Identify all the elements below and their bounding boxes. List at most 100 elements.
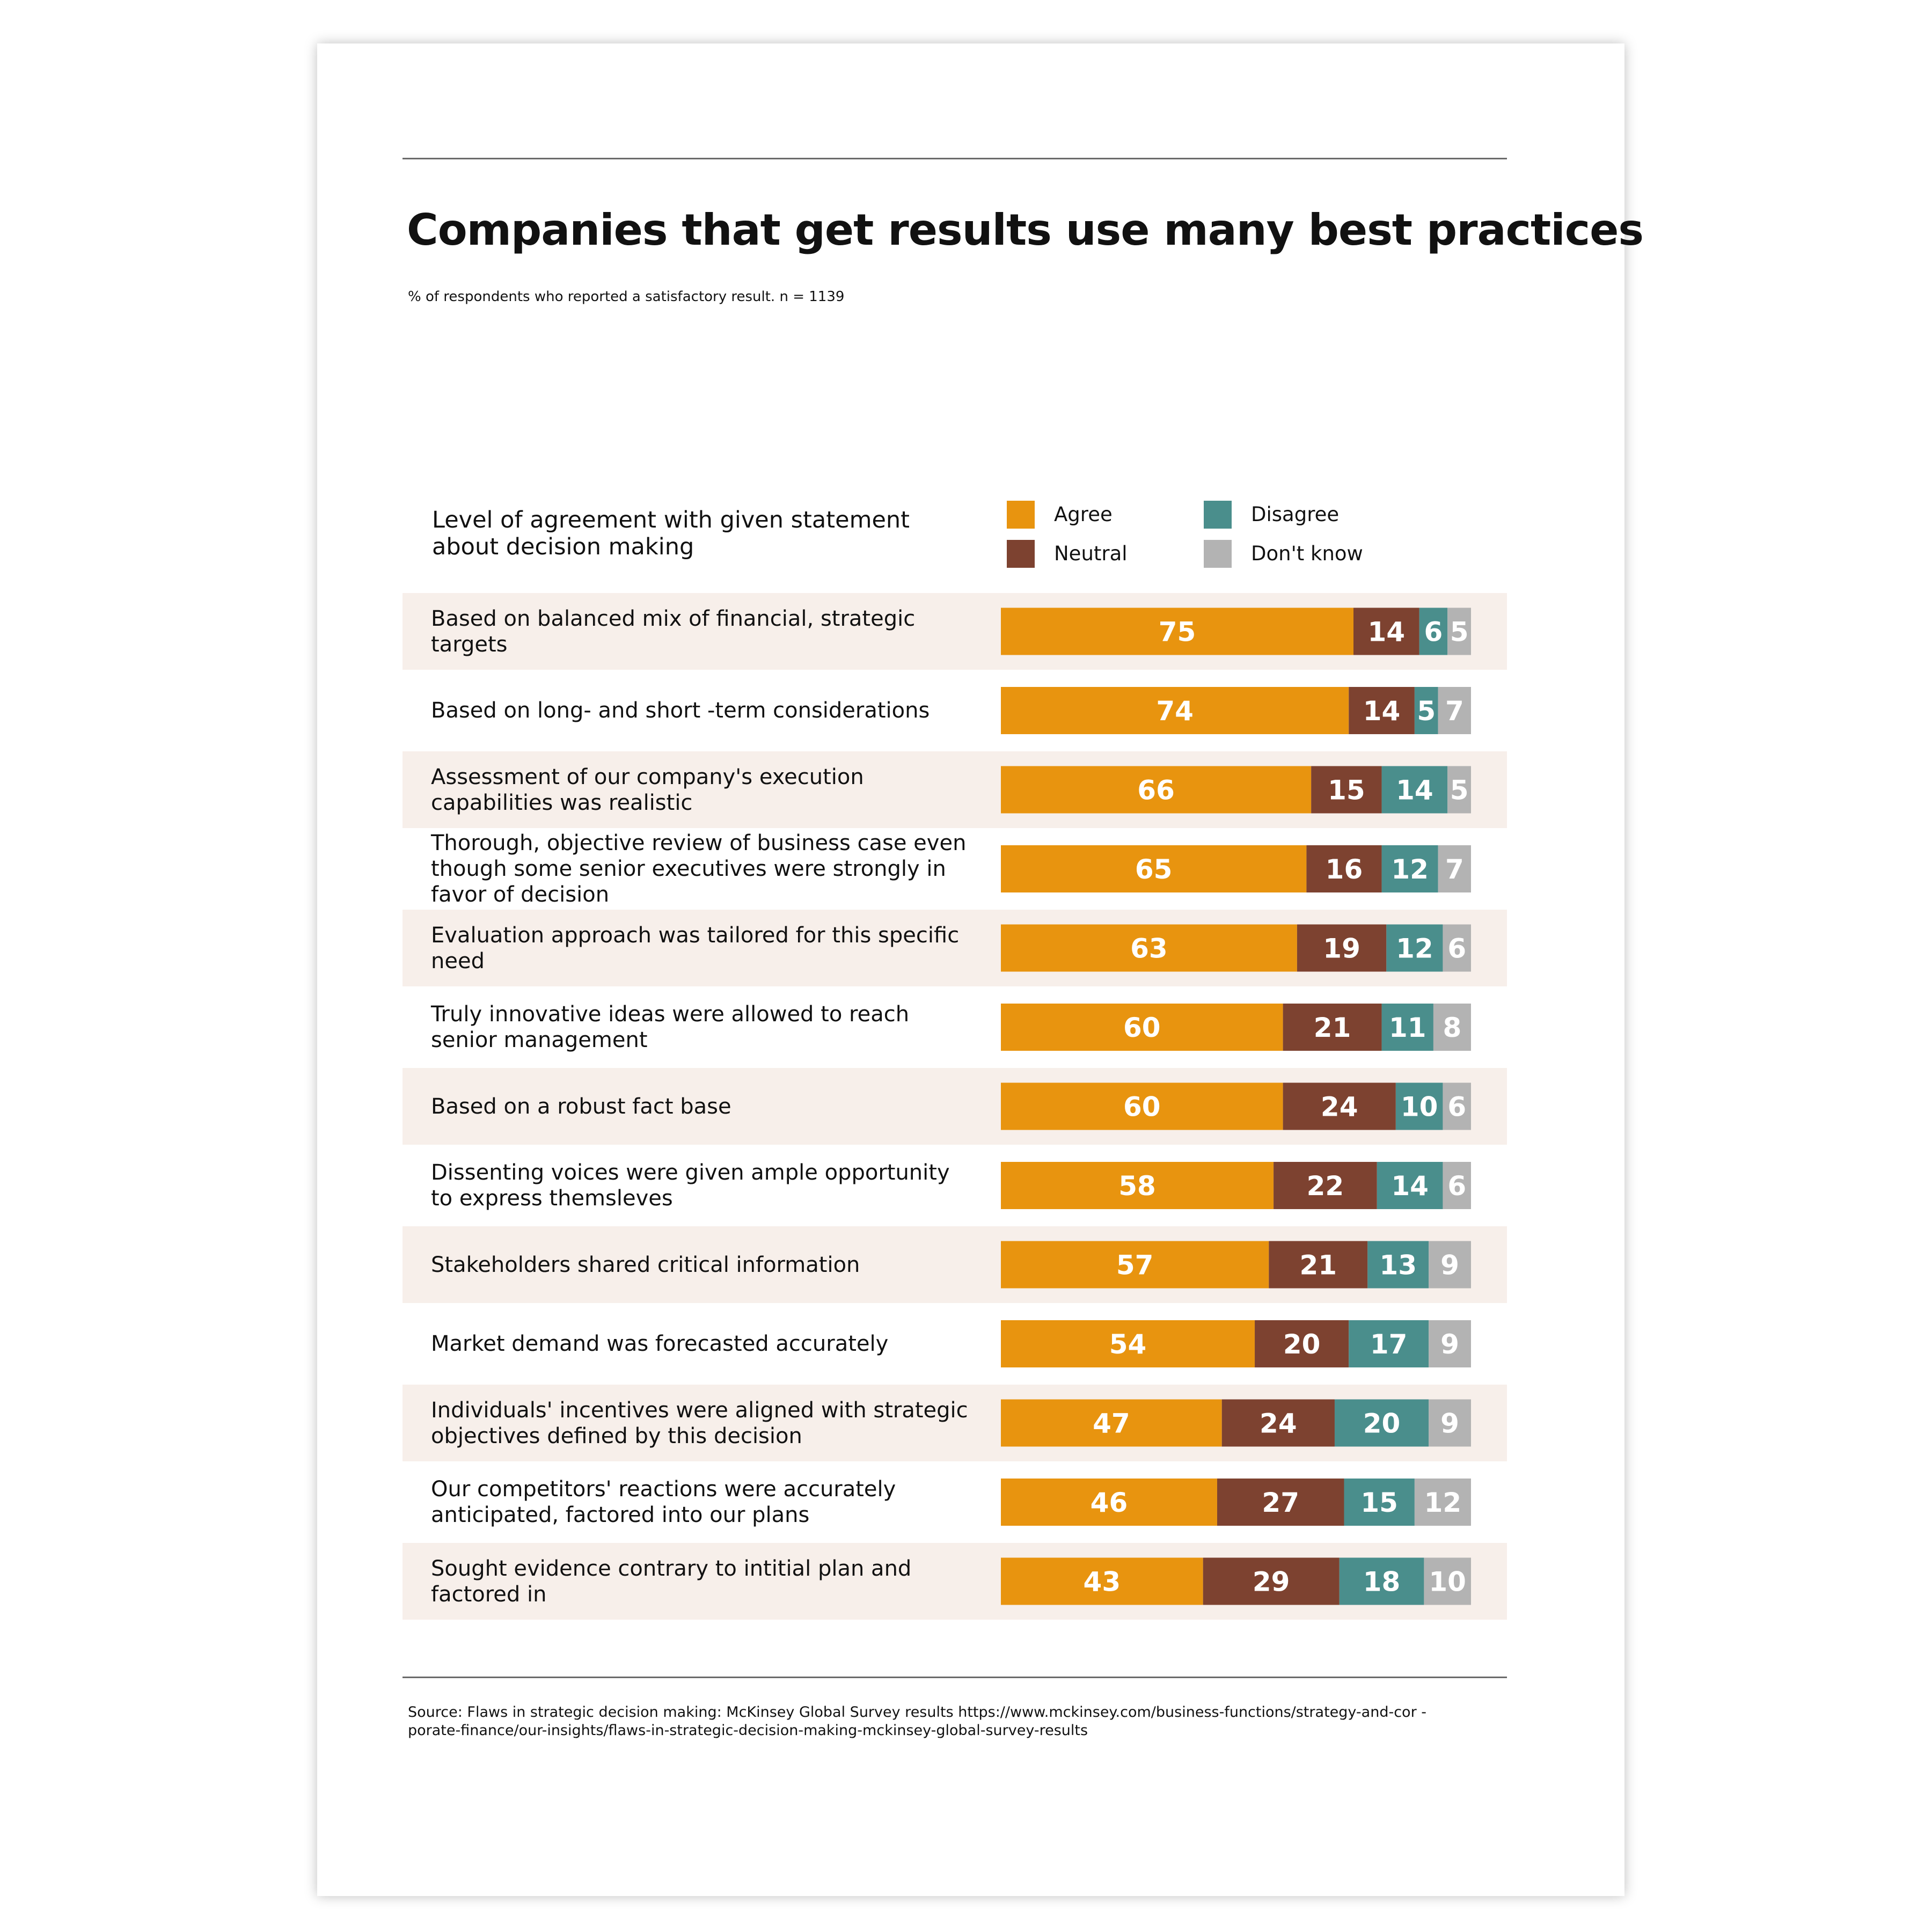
chart-subtitle: % of respondents who reported a satisfac… [408,289,845,305]
bar-value-label: 19 [1323,933,1360,964]
bar-value-label: 27 [1262,1487,1299,1518]
bar-segment-disagree [1377,1162,1443,1209]
legend-swatch-agree [1007,501,1035,529]
bar-value-label: 5 [1450,617,1469,648]
bar-value-label: 14 [1368,617,1406,648]
bar-value-label: 15 [1328,775,1365,806]
bar-value-label: 21 [1300,1250,1337,1281]
bar-value-label: 14 [1391,1170,1429,1202]
legend-label-neutral: Neutral [1054,542,1128,565]
bar-segment-agree [1001,1320,1255,1367]
legend-label-disagree: Disagree [1251,503,1340,526]
row-label: Assessment of our company's execution ca… [431,764,864,815]
bar-segment-don-t-know [1429,1320,1471,1367]
bar-segment-agree [1001,1399,1222,1447]
bar-value-label: 9 [1440,1408,1459,1439]
bar-segment-don-t-know [1429,1241,1471,1289]
bar-value-label: 6 [1424,617,1443,648]
chart-title: Companies that get results use many best… [407,205,1644,255]
legend-label-agree: Agree [1054,503,1113,526]
row-label: Based on a robust fact base [431,1094,731,1119]
row-label: Our competitors' reactions were accurate… [431,1477,896,1527]
bar-segment-neutral [1221,1399,1335,1447]
bar-segment-agree [1001,845,1307,892]
row-label: Market demand was forecasted accurately [431,1331,889,1356]
bar-value-label: 60 [1123,1012,1161,1043]
bar-value-label: 57 [1116,1250,1154,1281]
bar-segment-disagree [1381,1004,1433,1051]
bar-value-label: 9 [1440,1250,1459,1281]
bar-value-label: 54 [1109,1329,1147,1360]
bar-value-label: 24 [1321,1092,1358,1123]
bar-value-label: 14 [1363,696,1401,727]
bar-value-label: 15 [1360,1487,1398,1518]
legend-swatch-dont-know [1204,540,1232,568]
bar-value-label: 46 [1091,1487,1128,1518]
bar-segment-disagree [1419,608,1448,655]
bar-segment-don-t-know [1443,1162,1471,1209]
bar-segment-neutral [1255,1320,1349,1367]
bar-segment-don-t-know [1429,1399,1471,1447]
bar-segment-don-t-know [1443,924,1471,972]
bar-value-label: 60 [1123,1092,1161,1123]
bar-value-label: 74 [1156,696,1194,727]
bar-value-label: 9 [1440,1329,1459,1360]
bar-segment-agree [1001,1479,1217,1526]
bar-value-label: 13 [1379,1250,1417,1281]
row-label: Based on long- and short -term considera… [431,698,930,723]
bar-value-label: 66 [1137,775,1175,806]
bar-segment-disagree [1349,1320,1429,1367]
bar-segment-don-t-know [1414,1479,1471,1526]
bar-segment-don-t-know [1433,1004,1471,1051]
bar-segment-agree [1001,1241,1269,1289]
row-label: Evaluation approach was tailored for thi… [431,923,960,974]
bar-value-label: 18 [1363,1567,1401,1598]
legend-swatch-disagree [1204,501,1232,529]
bar-value-label: 12 [1391,854,1429,885]
bar-segment-disagree [1386,924,1443,972]
bar-value-label: 7 [1445,696,1464,727]
bar-segment-disagree [1367,1241,1429,1289]
row-label: Dissenting voices were given ample oppor… [431,1160,950,1211]
bar-segment-neutral [1203,1557,1340,1605]
bar-value-label: 58 [1118,1170,1156,1202]
bar-segment-neutral [1274,1162,1377,1209]
source-note: Source: Flaws in strategic decision maki… [408,1704,1426,1739]
bar-segment-don-t-know [1447,608,1471,655]
bar-segment-neutral [1306,845,1382,892]
legend-swatch-neutral [1007,540,1035,568]
row-label: Sought evidence contrary to intitial pla… [431,1556,912,1607]
bar-segment-agree [1001,608,1353,655]
bar-segment-neutral [1297,924,1387,972]
bottom-rule [402,1677,1507,1678]
bar-value-label: 8 [1443,1012,1462,1043]
bar-value-label: 43 [1084,1567,1121,1598]
bar-value-label: 20 [1283,1329,1321,1360]
bar-value-label: 65 [1135,854,1173,885]
bar-value-label: 47 [1093,1408,1130,1439]
bar-value-label: 5 [1417,696,1436,727]
bar-segment-don-t-know [1447,766,1471,814]
bar-segment-disagree [1381,766,1448,814]
bar-segment-agree [1001,687,1349,734]
bar-segment-neutral [1353,608,1419,655]
bar-segment-neutral [1283,1004,1382,1051]
row-label: Thorough, objective review of business c… [431,831,967,907]
bar-segment-agree [1001,1557,1203,1605]
bar-segment-neutral [1217,1479,1344,1526]
bar-segment-disagree [1334,1399,1429,1447]
bar-segment-neutral [1311,766,1382,814]
bar-segment-don-t-know [1424,1557,1471,1605]
bar-segment-agree [1001,1162,1274,1209]
bar-value-label: 5 [1450,775,1469,806]
bar-segment-agree [1001,1082,1283,1130]
bar-segment-disagree [1344,1479,1415,1526]
row-label: Stakeholders shared critical information [431,1252,860,1277]
bar-value-label: 16 [1326,854,1363,885]
bar-value-label: 6 [1447,1170,1466,1202]
bar-value-label: 20 [1363,1408,1401,1439]
row-label: Based on balanced mix of financial, stra… [431,606,916,657]
bar-value-label: 10 [1429,1567,1466,1598]
bar-segment-neutral [1283,1082,1396,1130]
